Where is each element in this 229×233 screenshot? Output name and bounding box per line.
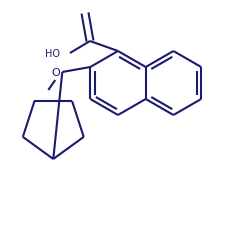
Text: O: O (51, 68, 60, 78)
Text: HO: HO (45, 49, 60, 59)
